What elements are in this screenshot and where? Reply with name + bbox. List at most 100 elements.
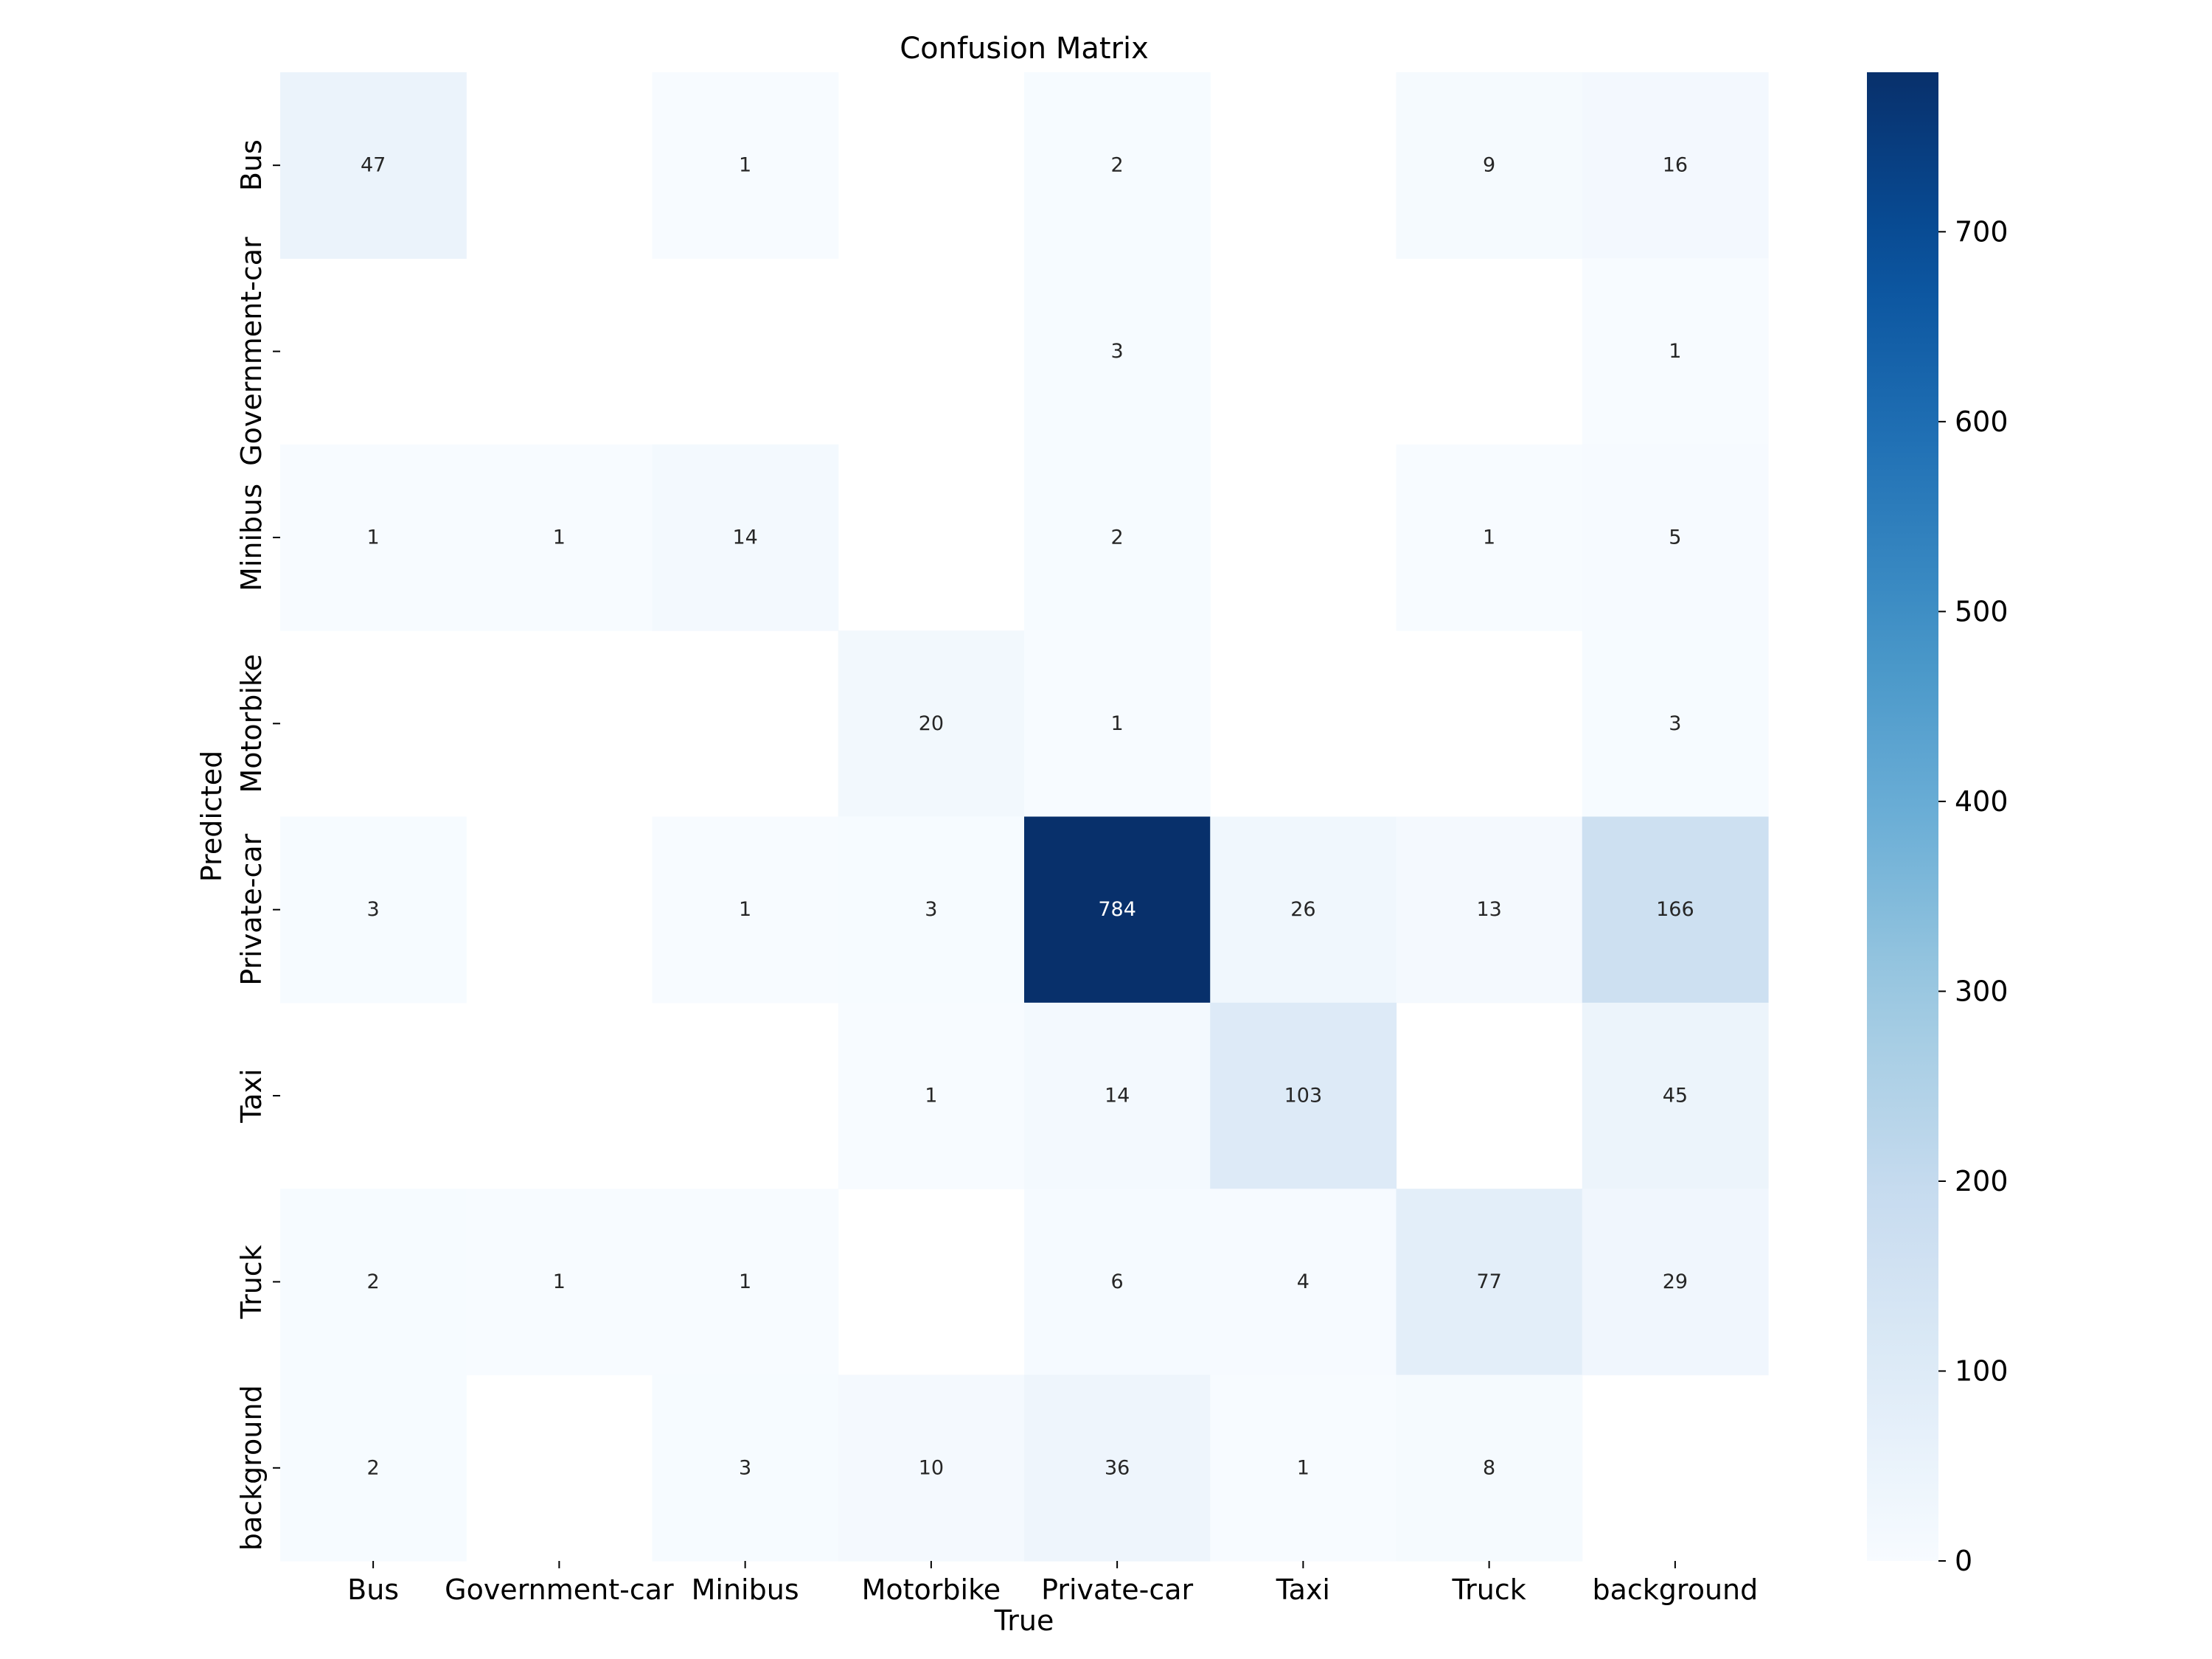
cell-value-label: 1 xyxy=(1297,1456,1310,1479)
x-tick-label: Bus xyxy=(347,1573,399,1606)
x-tick-label: Taxi xyxy=(1276,1573,1330,1606)
y-tick-label: Truck xyxy=(235,1245,268,1319)
x-axis-ticks: Bus Government-car Minibus Motorbike Private… xyxy=(347,1561,1758,1606)
cell-value-label: 77 xyxy=(1476,1270,1501,1293)
x-tick-label: Minibus xyxy=(692,1573,799,1606)
heatmap-cell xyxy=(1582,258,1769,445)
cell-value-label: 14 xyxy=(1105,1085,1130,1107)
heatmap-cell xyxy=(1024,444,1211,631)
colorbar-tick-label: 0 xyxy=(1955,1545,1972,1577)
colorbar-ticks: 0 100 200 300 400 500 600 700 xyxy=(1938,215,2008,1577)
y-tick-label: Bus xyxy=(235,139,268,191)
heatmap-cell xyxy=(1396,444,1583,631)
heatmap-cell xyxy=(1396,72,1583,259)
heatmap-cell xyxy=(1210,1189,1397,1376)
heatmap-cell xyxy=(1396,1189,1583,1376)
heatmap-cell xyxy=(280,72,467,259)
y-axis-label: Predicted xyxy=(195,751,228,882)
heatmap-cell xyxy=(280,816,467,1004)
cell-value-label: 1 xyxy=(925,1085,937,1107)
cell-value-label: 2 xyxy=(1111,526,1124,549)
heatmap-cell xyxy=(1582,816,1769,1004)
x-tick-label: Private-car xyxy=(1041,1573,1193,1606)
cell-value-label: 16 xyxy=(1663,154,1688,177)
y-tick-label: Private-car xyxy=(235,833,268,985)
cell-value-label: 3 xyxy=(1111,340,1124,363)
y-axis-ticks: Bus Government-car Minibus Motorbike Private… xyxy=(235,139,280,1551)
y-tick-label: Motorbike xyxy=(235,654,268,793)
heatmap-cell xyxy=(1582,72,1769,259)
y-tick-label: background xyxy=(235,1385,268,1551)
heatmap-cell xyxy=(652,1374,839,1562)
cell-value-label: 1 xyxy=(553,1270,566,1293)
heatmap-cell xyxy=(1210,1002,1397,1189)
cell-value-label: 14 xyxy=(732,526,757,549)
heatmap-cell xyxy=(838,1002,1025,1189)
heatmap-cell xyxy=(1210,1374,1397,1562)
heatmap-cell xyxy=(1024,72,1211,259)
colorbar-tick-label: 300 xyxy=(1955,975,2008,1007)
heatmap-cell xyxy=(652,444,839,631)
cell-value-label: 3 xyxy=(739,1456,751,1479)
y-tick-label: Minibus xyxy=(235,484,268,591)
cell-value-label: 29 xyxy=(1663,1270,1688,1293)
cell-value-label: 1 xyxy=(739,154,751,177)
cell-value-label: 1 xyxy=(1669,340,1681,363)
colorbar-tick-label: 100 xyxy=(1955,1354,2008,1387)
cell-value-label: 1 xyxy=(739,898,751,921)
cell-value-label: 5 xyxy=(1669,526,1681,549)
x-axis-label: True xyxy=(994,1604,1054,1637)
colorbar-tick-label: 500 xyxy=(1955,595,2008,627)
cell-value-label: 10 xyxy=(919,1456,944,1479)
chart-title: Confusion Matrix xyxy=(900,32,1149,66)
colorbar-tick-label: 700 xyxy=(1955,215,2008,248)
cell-value-label: 1 xyxy=(1111,712,1124,735)
y-tick-label: Taxi xyxy=(235,1068,268,1123)
cell-value-label: 47 xyxy=(361,154,386,177)
cell-value-label: 3 xyxy=(1669,712,1681,735)
heatmap-cell xyxy=(466,1189,653,1376)
cell-value-label: 8 xyxy=(1483,1456,1495,1479)
heatmap-cell xyxy=(838,1374,1025,1562)
heatmap-cell xyxy=(280,444,467,631)
colorbar-tick-label: 600 xyxy=(1955,406,2008,438)
heatmap-cell xyxy=(280,1189,467,1376)
heatmap-cell xyxy=(1024,1374,1211,1562)
x-tick-label: background xyxy=(1592,1573,1758,1606)
cell-value-label: 1 xyxy=(739,1270,751,1293)
heatmap-cell xyxy=(280,1374,467,1562)
heatmap-cell xyxy=(466,444,653,631)
cell-value-label: 166 xyxy=(1656,898,1694,921)
x-tick-label: Motorbike xyxy=(862,1573,1001,1606)
cell-value-label: 2 xyxy=(367,1270,380,1293)
cell-value-label: 4 xyxy=(1297,1270,1310,1293)
cell-value-label: 2 xyxy=(367,1456,380,1479)
heatmap-cell xyxy=(1582,630,1769,818)
x-tick-label: Truck xyxy=(1452,1573,1526,1606)
colorbar xyxy=(1867,72,1938,1561)
cell-value-label: 26 xyxy=(1290,898,1315,921)
heatmap-cell xyxy=(652,1189,839,1376)
cell-value-label: 45 xyxy=(1663,1085,1688,1107)
colorbar-tick-label: 400 xyxy=(1955,785,2008,818)
heatmap-cell xyxy=(652,816,839,1004)
heatmap-cell xyxy=(1024,630,1211,818)
cell-value-label: 784 xyxy=(1098,898,1136,921)
cell-value-label: 1 xyxy=(553,526,566,549)
cell-value-label: 13 xyxy=(1476,898,1501,921)
cell-value-label: 20 xyxy=(919,712,944,735)
cell-value-label: 1 xyxy=(1483,526,1495,549)
x-tick-label: Government-car xyxy=(445,1573,674,1606)
cell-value-label: 1 xyxy=(367,526,380,549)
cell-value-label: 2 xyxy=(1111,154,1124,177)
heatmap-cell xyxy=(1024,1002,1211,1189)
heatmap-cell xyxy=(1210,816,1397,1004)
heatmap-cell xyxy=(1396,816,1583,1004)
heatmap-cell xyxy=(1582,1002,1769,1189)
heatmap-cell xyxy=(1024,1189,1211,1376)
heatmap-cell xyxy=(1582,444,1769,631)
y-tick-label: Government-car xyxy=(235,237,268,466)
cell-value-label: 3 xyxy=(367,898,380,921)
heatmap-cell xyxy=(1582,1189,1769,1376)
